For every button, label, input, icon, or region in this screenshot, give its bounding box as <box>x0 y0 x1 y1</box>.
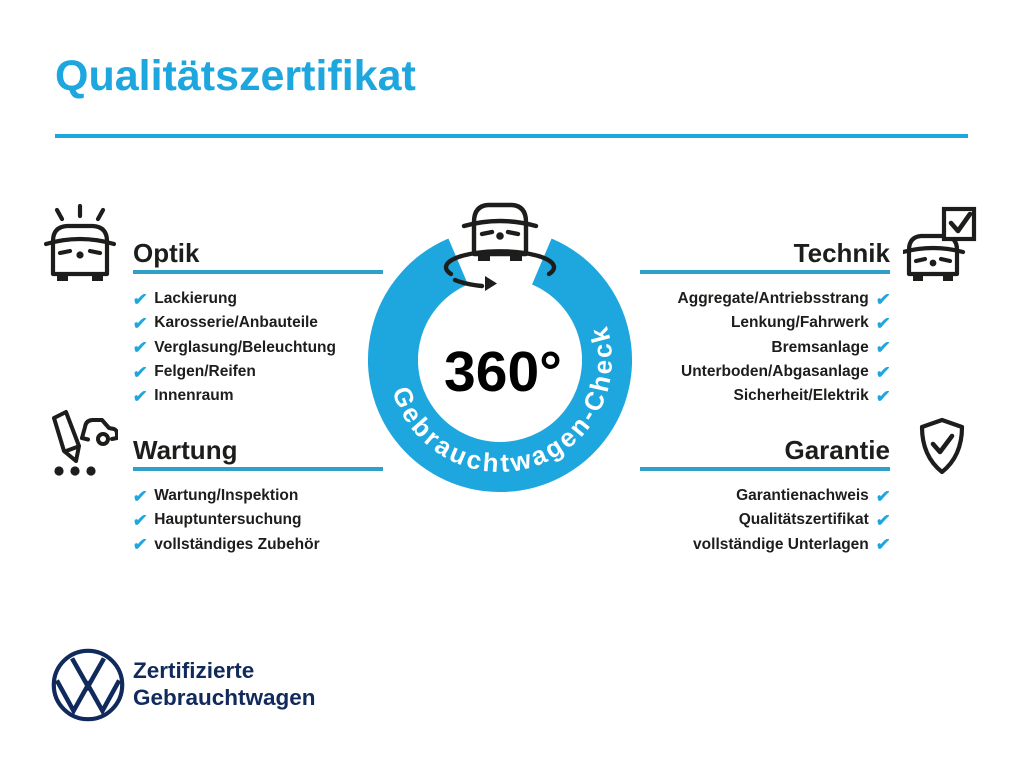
section-technik-title: Technik <box>793 238 890 268</box>
section-garantie: Garantie Garantienachweis ✔ Qualitätszert… <box>640 435 891 557</box>
check-icon: ✔ <box>874 535 891 555</box>
list-item-label: Wartung/Inspektion <box>154 487 299 505</box>
list-item: Sicherheit/Elektrik ✔ <box>640 384 891 408</box>
list-item: ✔ Verglasung/Beleuchtung <box>132 336 383 360</box>
list-item-label: Bremsanlage <box>771 338 869 356</box>
check-icon: ✔ <box>132 486 149 506</box>
list-item: ✔ Wartung/Inspektion <box>132 484 383 508</box>
section-garantie-title: Garantie <box>784 435 891 465</box>
section-wartung: Wartung ✔ Wartung/Inspektion ✔ Hauptunters… <box>132 435 383 557</box>
list-item: Lenkung/Fahrwerk ✔ <box>640 311 891 335</box>
check-icon: ✔ <box>874 386 891 406</box>
check-icon: ✔ <box>132 535 149 555</box>
check-icon: ✔ <box>874 313 891 333</box>
check-icon: ✔ <box>132 338 149 358</box>
badge-ring <box>368 238 632 492</box>
pencil-car-icon <box>52 410 118 476</box>
section-wartung-list: ✔ Wartung/Inspektion ✔ Hauptuntersuchung ✔… <box>132 484 383 557</box>
list-item-label: Felgen/Reifen <box>154 363 256 381</box>
list-item-label: Sicherheit/Elektrik <box>733 387 869 405</box>
check-icon: ✔ <box>874 289 891 309</box>
section-optik-list: ✔ Lackierung ✔ Karosserie/Anbauteile ✔ Verg… <box>132 287 383 408</box>
check-icon: ✔ <box>874 510 891 530</box>
list-item: vollständige Unterlagen ✔ <box>640 533 891 557</box>
section-technik: Technik Aggregate/Antriebsstrang ✔ Lenkun… <box>640 238 891 408</box>
check-icon: ✔ <box>132 289 149 309</box>
list-item-label: Karosserie/Anbauteile <box>154 314 318 332</box>
list-item: ✔ Hauptuntersuchung <box>132 508 383 532</box>
section-garantie-list: Garantienachweis ✔ Qualitätszertifikat ✔ v… <box>640 484 891 557</box>
list-item: ✔ Innenraum <box>132 384 383 408</box>
list-item: ✔ vollständiges Zubehör <box>132 533 383 557</box>
section-technik-divider <box>640 270 890 274</box>
badge-degree-label: 360° <box>444 340 562 404</box>
section-wartung-title: Wartung <box>133 435 238 465</box>
check-icon: ✔ <box>874 486 891 506</box>
list-item: Garantienachweis ✔ <box>640 484 891 508</box>
check-icon: ✔ <box>874 362 891 382</box>
list-item-label: Lackierung <box>154 290 237 308</box>
list-item: Unterboden/Abgasanlage ✔ <box>640 360 891 384</box>
list-item-label: Unterboden/Abgasanlage <box>681 363 869 381</box>
check-icon: ✔ <box>132 313 149 333</box>
shield-check-icon <box>919 417 965 475</box>
check-icon: ✔ <box>132 510 149 530</box>
section-garantie-divider <box>640 467 890 471</box>
brand-line-1: Zertifizierte <box>133 658 255 683</box>
list-item-label: Lenkung/Fahrwerk <box>730 314 869 332</box>
car-360-rotation-icon <box>443 202 557 291</box>
list-item-label: Innenraum <box>154 387 234 405</box>
car-shine-icon <box>44 203 116 281</box>
vw-logo <box>51 648 125 722</box>
page-title: Qualitätszertifikat <box>55 52 416 100</box>
list-item: ✔ Lackierung <box>132 287 383 311</box>
list-item: Aggregate/Antriebsstrang ✔ <box>640 287 891 311</box>
list-item: ✔ Karosserie/Anbauteile <box>132 311 383 335</box>
section-optik-divider <box>133 270 383 274</box>
brand-text: Zertifizierte Gebrauchtwagen <box>133 658 316 711</box>
list-item: Bremsanlage ✔ <box>640 336 891 360</box>
list-item: ✔ Felgen/Reifen <box>132 360 383 384</box>
list-item-label: Qualitätszertifikat <box>738 511 869 529</box>
section-optik: Optik ✔ Lackierung ✔ Karosserie/Anbauteile… <box>132 238 383 408</box>
brand-line-2: Gebrauchtwagen <box>133 684 316 710</box>
list-item-label: vollständiges Zubehör <box>154 535 320 553</box>
section-technik-list: Aggregate/Antriebsstrang ✔ Lenkung/Fahrwe… <box>640 287 891 408</box>
section-optik-title: Optik <box>133 238 200 268</box>
list-item: Qualitätszertifikat ✔ <box>640 508 891 532</box>
title-divider <box>55 134 968 138</box>
list-item-label: Hauptuntersuchung <box>154 511 302 529</box>
check-icon: ✔ <box>132 386 149 406</box>
list-item-label: vollständige Unterlagen <box>693 535 869 553</box>
360-check-badge: Gebrauchtwagen-Check 360° <box>368 238 632 492</box>
check-icon: ✔ <box>132 362 149 382</box>
list-item-label: Garantienachweis <box>736 487 869 505</box>
list-item-label: Aggregate/Antriebsstrang <box>677 290 869 308</box>
section-wartung-divider <box>133 467 383 471</box>
car-checklist-icon <box>903 206 977 281</box>
list-item-label: Verglasung/Beleuchtung <box>154 338 336 356</box>
check-icon: ✔ <box>874 338 891 358</box>
